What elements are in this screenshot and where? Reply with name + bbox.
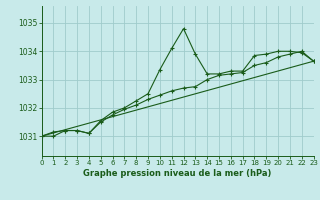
X-axis label: Graphe pression niveau de la mer (hPa): Graphe pression niveau de la mer (hPa)	[84, 169, 272, 178]
